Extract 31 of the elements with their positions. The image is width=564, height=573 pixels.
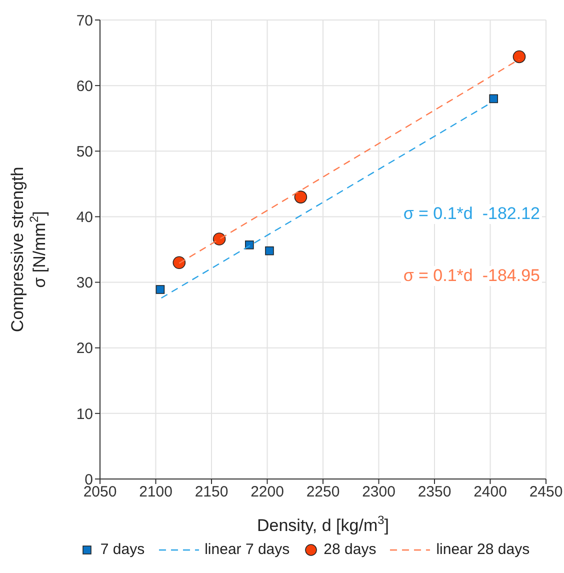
y-tick-label: 20 <box>76 340 93 358</box>
point <box>489 94 498 104</box>
point <box>245 240 254 250</box>
y-tick-label: 70 <box>76 12 93 30</box>
point <box>212 232 226 246</box>
x-tick-label: 2050 <box>83 484 117 501</box>
point <box>294 190 308 204</box>
legend-label: 28 days <box>324 541 376 558</box>
y-tick-label: 10 <box>76 406 93 423</box>
y-tick-label: 50 <box>76 143 93 160</box>
y-tick-label: 40 <box>76 209 93 226</box>
x-tick-label: 2250 <box>306 484 340 501</box>
x-tick-label: 2200 <box>250 484 284 501</box>
x-tick-label: 2350 <box>418 484 452 501</box>
x-tick-label: 2150 <box>194 484 228 501</box>
x-tick-label: 2400 <box>474 484 507 501</box>
point <box>156 285 165 294</box>
y-tick-label: 60 <box>76 78 93 95</box>
point <box>172 256 186 270</box>
annotation: σ = 0.1*d -182.12 <box>401 204 542 224</box>
x-tick-label: 2100 <box>139 484 172 501</box>
x-tick-label: 2450 <box>529 484 563 501</box>
point <box>265 246 274 256</box>
legend-label: linear 7 days <box>204 541 290 558</box>
y-tick-label: 30 <box>76 274 93 292</box>
x-tick-label: 2300 <box>362 484 396 501</box>
point <box>512 50 526 64</box>
legend-label: linear 28 days <box>436 541 530 558</box>
x-axis-title: Density, d [kg/m$^{3}$] <box>257 513 389 535</box>
annotation: σ = 0.1*d -184.95 <box>401 266 542 286</box>
legend-label: 7 days <box>100 541 145 558</box>
